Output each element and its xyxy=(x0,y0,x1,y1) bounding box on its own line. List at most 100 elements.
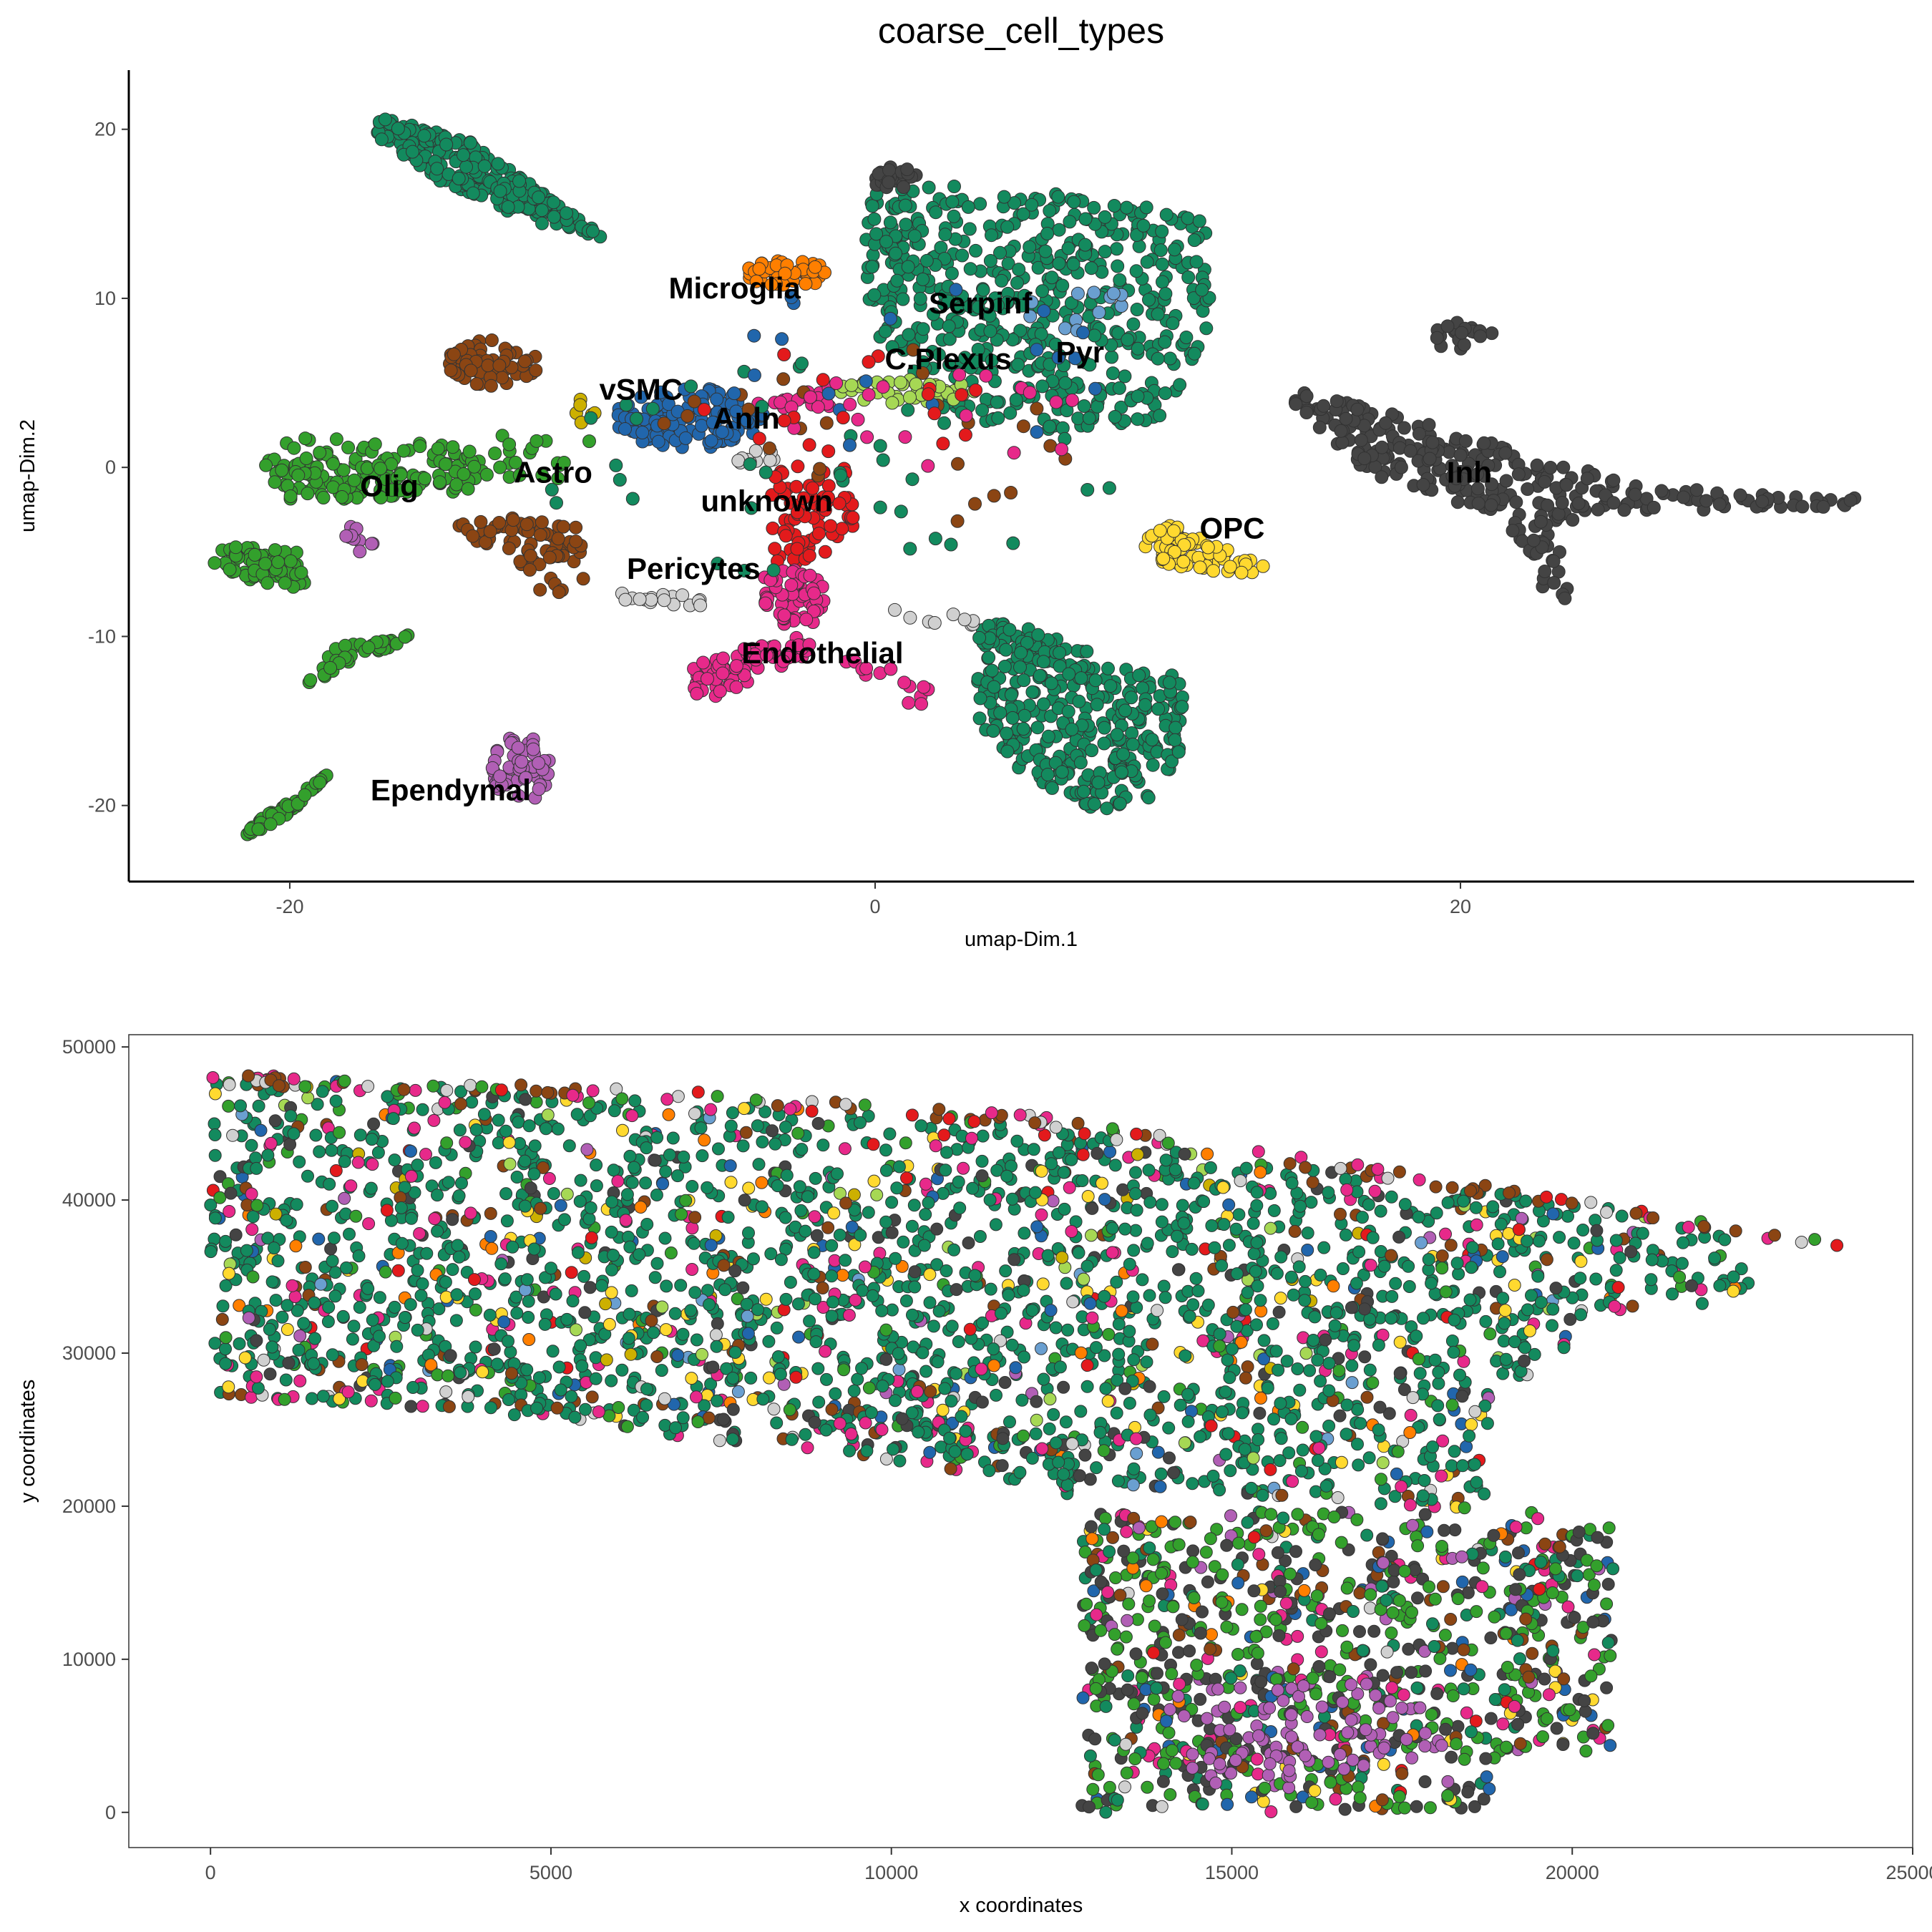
spatial-point xyxy=(1322,1186,1335,1199)
spatial-point xyxy=(628,1161,640,1174)
umap-point xyxy=(1843,493,1858,507)
umap-point xyxy=(1030,721,1045,735)
spatial-point xyxy=(570,1323,582,1337)
umap-point xyxy=(982,650,996,665)
umap-point xyxy=(957,613,972,627)
spatial-point xyxy=(1328,1319,1342,1332)
spatial-point xyxy=(431,1224,444,1238)
umap-point xyxy=(651,434,665,449)
umap-point xyxy=(1339,411,1353,426)
spatial-point xyxy=(662,1108,675,1121)
spatial-point xyxy=(825,1269,839,1283)
spatial-point xyxy=(353,1301,366,1314)
umap-point xyxy=(1509,495,1523,509)
spatial-point xyxy=(1267,1204,1281,1217)
umap-point xyxy=(278,576,292,590)
umap-point xyxy=(1187,346,1201,361)
umap-point xyxy=(704,434,718,448)
spatial-point xyxy=(792,1330,806,1344)
spatial-point xyxy=(1027,1143,1040,1156)
umap-point xyxy=(1120,200,1133,215)
spatial-point xyxy=(1174,1398,1187,1412)
umap-point xyxy=(950,514,965,528)
umap-point xyxy=(1062,667,1076,681)
spatial-point xyxy=(584,1201,597,1214)
spatial-point xyxy=(1219,1385,1232,1399)
spatial-point xyxy=(867,1138,880,1151)
umap-point xyxy=(1126,317,1141,331)
umap-point xyxy=(569,520,583,535)
spatial-point xyxy=(1229,1222,1243,1236)
umap-point xyxy=(618,422,632,436)
spatial-point xyxy=(1713,1279,1727,1292)
spatial-point xyxy=(744,1371,758,1385)
umap-point xyxy=(552,585,566,600)
spatial-point xyxy=(726,1372,740,1385)
spatial-point xyxy=(1008,1253,1021,1267)
spatial-point xyxy=(742,1226,755,1239)
spatial-point xyxy=(1250,1236,1264,1249)
spatial-point xyxy=(1035,1342,1048,1355)
spatial-point xyxy=(931,1355,945,1369)
spatial-point xyxy=(1250,1318,1263,1332)
spatial-point xyxy=(870,1188,884,1201)
spatial-point xyxy=(1463,1293,1477,1307)
umap-point xyxy=(1166,316,1180,331)
spatial-point xyxy=(1081,1190,1095,1203)
umap-point xyxy=(951,457,965,471)
umap-point xyxy=(1016,722,1030,736)
umap-point xyxy=(1098,245,1112,259)
umap-point xyxy=(1181,211,1195,225)
spatial-point xyxy=(394,1201,408,1214)
umap-point xyxy=(768,542,782,556)
umap-point xyxy=(444,364,458,378)
spatial-point xyxy=(1332,1364,1346,1377)
umap-point xyxy=(1499,474,1513,488)
umap-point xyxy=(1052,223,1066,237)
spatial-point xyxy=(1274,1432,1288,1445)
umap-point xyxy=(1112,381,1126,395)
spatial-point xyxy=(1521,1234,1533,1248)
spatial-point xyxy=(1708,1252,1722,1265)
spatial-point xyxy=(784,1276,797,1289)
spatial-point xyxy=(414,1289,428,1302)
umap-point xyxy=(1171,745,1186,759)
spatial-point xyxy=(449,1314,463,1327)
umap-point xyxy=(1530,458,1544,472)
spatial-point xyxy=(328,1289,342,1303)
spatial-point xyxy=(809,1335,823,1349)
umap-point xyxy=(535,216,549,230)
spatial-point xyxy=(580,1143,594,1156)
umap-point xyxy=(1074,671,1088,686)
spatial-point xyxy=(952,1335,965,1348)
spatial-point xyxy=(416,1103,429,1116)
spatial-point xyxy=(658,1231,672,1245)
umap-point xyxy=(1181,270,1196,284)
spatial-point xyxy=(1213,1327,1226,1341)
umap-point xyxy=(1375,470,1389,484)
umap-point xyxy=(1063,215,1077,229)
spatial-point xyxy=(246,1210,260,1224)
umap-point xyxy=(483,525,497,539)
umap-point xyxy=(1193,560,1207,575)
spatial-point xyxy=(419,1148,432,1161)
umap-point xyxy=(799,613,814,627)
umap-point xyxy=(968,497,982,511)
spatial-point xyxy=(1146,1337,1159,1351)
umap-point xyxy=(524,549,537,563)
umap-point xyxy=(303,673,318,687)
spatial-point xyxy=(373,1330,386,1343)
spatial-point xyxy=(1250,1199,1264,1212)
spatial-point xyxy=(549,1287,562,1301)
umap-point xyxy=(879,235,893,249)
umap-point xyxy=(461,482,475,496)
spatial-point xyxy=(574,1339,587,1352)
umap-point xyxy=(260,576,275,590)
spatial-point xyxy=(816,1138,830,1152)
spatial-point xyxy=(999,1264,1013,1278)
umap-point xyxy=(501,200,515,214)
umap-point xyxy=(695,419,708,433)
umap-point xyxy=(961,200,975,214)
spatial-point xyxy=(755,1176,769,1189)
spatial-point xyxy=(440,1136,454,1150)
